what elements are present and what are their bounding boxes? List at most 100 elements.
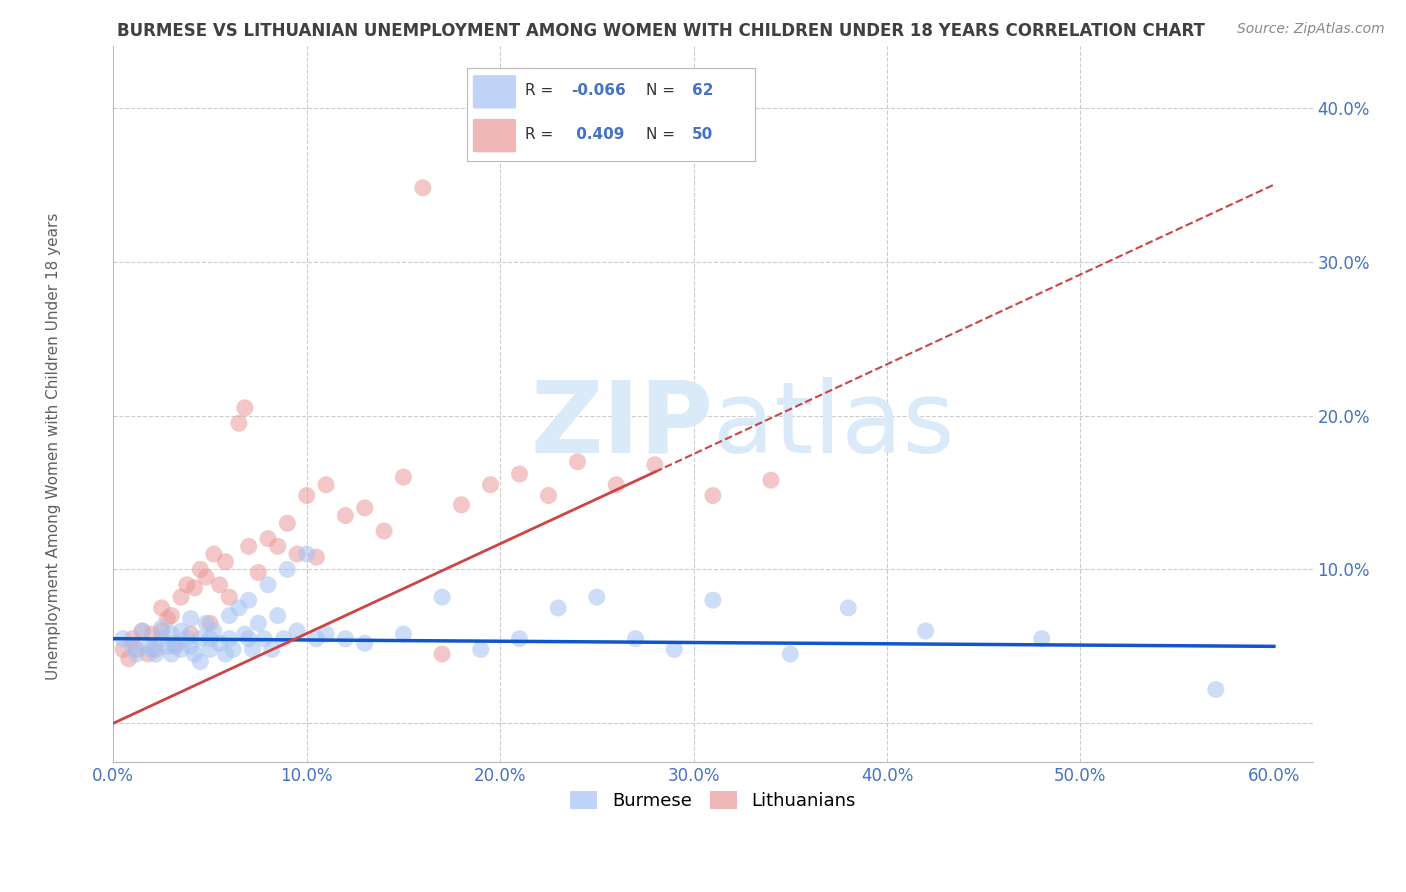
Point bbox=[125, 642, 148, 657]
Point bbox=[188, 562, 211, 576]
Point bbox=[195, 570, 218, 584]
Point bbox=[121, 632, 143, 646]
Point bbox=[131, 624, 153, 638]
Point bbox=[257, 578, 280, 592]
Point bbox=[392, 627, 415, 641]
Point bbox=[260, 642, 283, 657]
Point bbox=[1031, 632, 1053, 646]
Text: Source: ZipAtlas.com: Source: ZipAtlas.com bbox=[1237, 22, 1385, 37]
Point bbox=[141, 627, 163, 641]
Point bbox=[547, 600, 569, 615]
Point bbox=[238, 593, 260, 607]
Point bbox=[195, 616, 218, 631]
Point bbox=[315, 477, 337, 491]
Point bbox=[605, 477, 627, 491]
Point bbox=[150, 600, 173, 615]
Point bbox=[160, 608, 183, 623]
Point bbox=[160, 647, 183, 661]
Point bbox=[305, 550, 328, 565]
Point bbox=[233, 401, 256, 415]
Point bbox=[295, 489, 318, 503]
Point bbox=[664, 642, 686, 657]
Point bbox=[335, 632, 357, 646]
Point bbox=[180, 612, 202, 626]
Point bbox=[702, 593, 724, 607]
Point bbox=[430, 647, 453, 661]
Point bbox=[170, 642, 193, 657]
Point bbox=[228, 416, 250, 430]
Text: BURMESE VS LITHUANIAN UNEMPLOYMENT AMONG WOMEN WITH CHILDREN UNDER 18 YEARS CORR: BURMESE VS LITHUANIAN UNEMPLOYMENT AMONG… bbox=[117, 22, 1205, 40]
Point bbox=[198, 632, 221, 646]
Point bbox=[176, 632, 198, 646]
Legend: Burmese, Lithuanians: Burmese, Lithuanians bbox=[562, 783, 863, 817]
Point bbox=[165, 640, 187, 654]
Point bbox=[180, 640, 202, 654]
Point bbox=[183, 581, 205, 595]
Text: Unemployment Among Women with Children Under 18 years: Unemployment Among Women with Children U… bbox=[46, 212, 60, 680]
Point bbox=[145, 647, 167, 661]
Point bbox=[202, 547, 225, 561]
Point bbox=[150, 621, 173, 635]
Point bbox=[136, 647, 159, 661]
Point bbox=[208, 636, 231, 650]
Point bbox=[208, 578, 231, 592]
Point bbox=[218, 608, 240, 623]
Point bbox=[150, 624, 173, 638]
Point bbox=[470, 642, 492, 657]
Point bbox=[131, 624, 153, 638]
Point bbox=[121, 640, 143, 654]
Point bbox=[125, 647, 148, 661]
Point bbox=[508, 467, 530, 481]
Point bbox=[214, 647, 236, 661]
Point bbox=[586, 590, 609, 604]
Point bbox=[176, 578, 198, 592]
Point bbox=[914, 624, 936, 638]
Point bbox=[267, 608, 290, 623]
Point bbox=[141, 642, 163, 657]
Point bbox=[295, 547, 318, 561]
Point bbox=[479, 477, 502, 491]
Point bbox=[567, 455, 589, 469]
Point bbox=[156, 612, 179, 626]
Point bbox=[218, 590, 240, 604]
Point bbox=[276, 562, 298, 576]
Point bbox=[218, 632, 240, 646]
Point bbox=[214, 555, 236, 569]
Point bbox=[624, 632, 647, 646]
Point bbox=[183, 647, 205, 661]
Point bbox=[285, 547, 308, 561]
Point bbox=[273, 632, 295, 646]
Point bbox=[759, 473, 782, 487]
Point bbox=[412, 181, 434, 195]
Point bbox=[779, 647, 801, 661]
Point bbox=[353, 500, 375, 515]
Point bbox=[267, 539, 290, 553]
Point bbox=[222, 642, 245, 657]
Point bbox=[508, 632, 530, 646]
Point bbox=[430, 590, 453, 604]
Point bbox=[702, 489, 724, 503]
Point bbox=[238, 632, 260, 646]
Point bbox=[170, 590, 193, 604]
Point bbox=[198, 616, 221, 631]
Point bbox=[1205, 682, 1227, 697]
Point bbox=[198, 642, 221, 657]
Point bbox=[644, 458, 666, 472]
Point bbox=[188, 632, 211, 646]
Point bbox=[242, 642, 264, 657]
Point bbox=[247, 616, 270, 631]
Point bbox=[150, 632, 173, 646]
Point bbox=[111, 632, 134, 646]
Point bbox=[156, 640, 179, 654]
Text: ZIP: ZIP bbox=[530, 377, 713, 474]
Point bbox=[837, 600, 859, 615]
Point bbox=[238, 539, 260, 553]
Point bbox=[118, 651, 141, 665]
Point bbox=[335, 508, 357, 523]
Point bbox=[253, 632, 276, 646]
Point bbox=[170, 624, 193, 638]
Point bbox=[257, 532, 280, 546]
Point bbox=[228, 600, 250, 615]
Point bbox=[233, 627, 256, 641]
Point bbox=[450, 498, 472, 512]
